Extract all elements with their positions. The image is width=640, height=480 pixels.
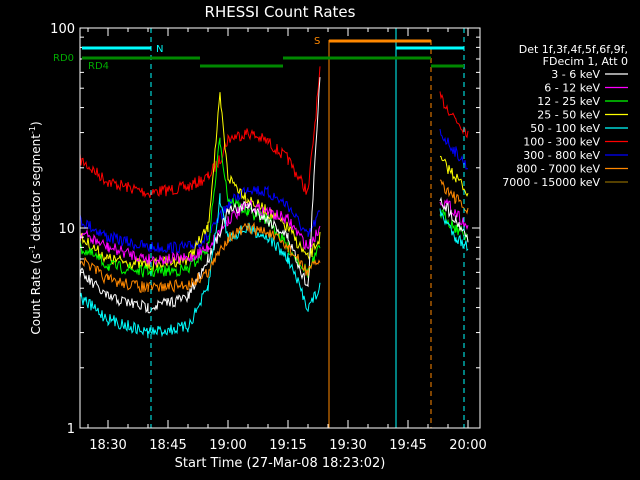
y-tick-label-0: 1 bbox=[67, 422, 75, 437]
y-tick-label-1: 10 bbox=[58, 222, 75, 237]
series-line-1-0 bbox=[79, 185, 321, 255]
x-tick-label-1: 18:45 bbox=[149, 438, 186, 453]
legend-label-5: 100 - 300 keV bbox=[523, 136, 600, 149]
y-tick-label-2: 100 bbox=[50, 22, 75, 37]
y-label-main: Count Rate (s bbox=[29, 253, 43, 335]
series-line-5-0 bbox=[79, 77, 321, 314]
flag-s-label: S bbox=[314, 36, 320, 47]
series-line-0-1 bbox=[439, 91, 469, 139]
legend-label-6: 300 - 800 keV bbox=[523, 149, 600, 162]
series-line-4-1 bbox=[439, 198, 469, 231]
legend: Det 1f,3f,4f,5f,6f,9f, FDecim 1, Att 0 3… bbox=[502, 43, 628, 189]
series-line-0-0 bbox=[79, 66, 321, 199]
legend-label-7: 800 - 7000 keV bbox=[516, 163, 600, 176]
legend-label-4: 50 - 100 keV bbox=[530, 122, 600, 135]
x-ticks: 18:30 18:45 19:00 19:15 19:30 19:45 20:00 bbox=[87, 28, 487, 453]
y-label-sup: -1 bbox=[28, 245, 37, 253]
x-tick-label-2: 19:00 bbox=[209, 438, 246, 453]
legend-label-3: 25 - 50 keV bbox=[537, 109, 600, 122]
flag-layer: N S RD0 RD4 bbox=[53, 36, 464, 72]
x-tick-label-0: 18:30 bbox=[89, 438, 126, 453]
flag-rd0-label: RD0 bbox=[53, 53, 74, 64]
legend-label-1: 6 - 12 keV bbox=[544, 82, 600, 95]
x-axis-label: Start Time (27-Mar-08 18:23:02) bbox=[175, 456, 386, 471]
series-line-3-1 bbox=[439, 208, 469, 241]
y-ticks: 1 10 100 bbox=[50, 22, 480, 437]
series-line-7-0 bbox=[79, 221, 321, 294]
series-line-6-0 bbox=[79, 193, 321, 339]
legend-label-2: 12 - 25 keV bbox=[537, 95, 600, 108]
legend-header-1: Det 1f,3f,4f,5f,6f,9f, bbox=[519, 43, 628, 56]
series-line-5-1 bbox=[439, 196, 469, 243]
series-line-2-1 bbox=[439, 155, 469, 197]
chart-title: RHESSI Count Rates bbox=[205, 3, 356, 21]
x-tick-label-5: 19:45 bbox=[389, 438, 426, 453]
y-axis-label: Count Rate (s-1 detector segment-1) bbox=[28, 121, 43, 334]
flag-rd4-label: RD4 bbox=[88, 61, 109, 72]
y-label-close: ) bbox=[29, 121, 43, 126]
x-tick-label-6: 20:00 bbox=[449, 438, 486, 453]
series-layer bbox=[79, 66, 469, 339]
series-line-6-1 bbox=[439, 208, 469, 252]
x-tick-label-4: 19:30 bbox=[329, 438, 366, 453]
series-line-1-1 bbox=[439, 128, 469, 170]
legend-header-2: FDecim 1, Att 0 bbox=[543, 55, 628, 68]
series-line-4-0 bbox=[79, 200, 321, 267]
flag-n-label: N bbox=[156, 44, 163, 55]
marker-layer bbox=[150, 28, 465, 428]
legend-label-0: 3 - 6 keV bbox=[551, 68, 600, 81]
x-tick-label-3: 19:15 bbox=[269, 438, 306, 453]
y-label-sup2: -1 bbox=[28, 126, 37, 134]
series-line-7-1 bbox=[439, 179, 469, 215]
legend-label-8: 7000 - 15000 keV bbox=[502, 176, 600, 189]
y-label-rest: detector segment bbox=[29, 134, 43, 245]
